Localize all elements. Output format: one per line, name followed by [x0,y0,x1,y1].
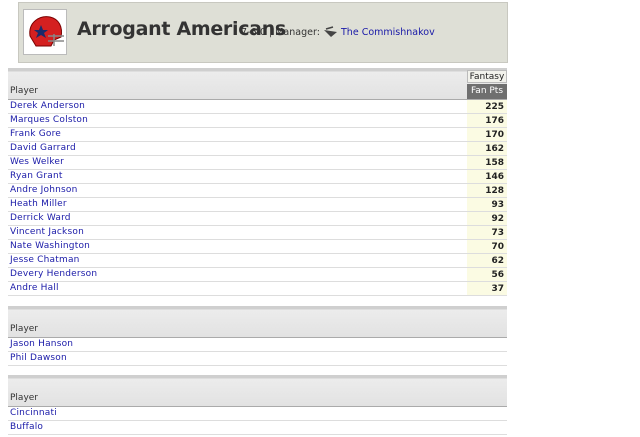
player-row: Heath Miller 93 [8,198,507,212]
player-row: Marques Colston 176 [8,114,507,128]
player-row: Andre Hall 37 [8,282,507,296]
team-record: 7-6-0 | Manager: [241,27,320,38]
manager-link[interactable]: The Commishnakov [341,27,435,38]
fantasy-points: 37 [467,282,507,295]
player-row: David Garrard 162 [8,142,507,156]
player-row: Vincent Jackson 73 [8,226,507,240]
fantasy-points: 56 [467,268,507,281]
player-link[interactable]: Phil Dawson [10,353,67,363]
player-row: Derrick Ward 92 [8,212,507,226]
player-link[interactable]: Andre Hall [10,283,59,293]
fantasy-points: 162 [467,142,507,155]
points-header: Fan Pts [467,84,507,99]
player-link[interactable]: Ryan Grant [10,171,63,181]
player-link[interactable]: David Garrard [10,143,76,153]
player-row: Devery Henderson 56 [8,268,507,282]
group-header: Fantasy [467,70,507,83]
player-row: Ryan Grant 146 [8,170,507,184]
table-header: Player [8,306,507,338]
player-link[interactable]: Buffalo [10,422,44,432]
player-link[interactable]: Marques Colston [10,115,89,125]
player-link[interactable]: Vincent Jackson [10,227,84,237]
player-row: Phil Dawson [8,352,507,366]
player-link[interactable]: Derek Anderson [10,101,86,111]
player-link[interactable]: Jason Hanson [10,339,74,349]
player-row: Andre Johnson 128 [8,184,507,198]
player-link[interactable]: Devery Henderson [10,269,98,279]
fantasy-points: 158 [467,156,507,169]
helmet-icon [29,16,64,47]
player-row: Jesse Chatman 62 [8,254,507,268]
team-header: Arrogant Americans 7-6-0 | Manager: The … [18,2,508,63]
fantasy-points: 62 [467,254,507,267]
table-header: Player Fantasy Fan Pts [8,68,507,100]
player-link[interactable]: Cincinnati [10,408,57,418]
fantasy-points: 146 [467,170,507,183]
player-link[interactable]: Andre Johnson [10,185,78,195]
column-header: Player [10,324,39,334]
player-link[interactable]: Jesse Chatman [10,255,80,265]
column-header: Player [10,393,39,403]
player-link[interactable]: Nate Washington [10,241,91,251]
fantasy-points: 128 [467,184,507,197]
player-link[interactable]: Derrick Ward [10,213,71,223]
column-header: Player [10,86,39,96]
fantasy-points: 92 [467,212,507,225]
table-header: Player [8,375,507,407]
fantasy-points: 93 [467,198,507,211]
fantasy-points: 73 [467,226,507,239]
player-link[interactable]: Frank Gore [10,129,62,139]
fantasy-points: 176 [467,114,507,127]
player-row: Wes Welker 158 [8,156,507,170]
fantasy-points: 70 [467,240,507,253]
player-link[interactable]: Wes Welker [10,157,64,167]
team-logo [23,9,67,55]
player-row: Cincinnati [8,407,507,421]
manager-icon [324,26,337,37]
player-row: Nate Washington 70 [8,240,507,254]
player-row: Jason Hanson [8,338,507,352]
player-row: Frank Gore 170 [8,128,507,142]
fantasy-points: 170 [467,128,507,141]
player-row: Buffalo [8,421,507,435]
player-link[interactable]: Heath Miller [10,199,67,209]
player-row: Derek Anderson 225 [8,100,507,114]
fantasy-points: 225 [467,100,507,113]
team-title: Arrogant Americans [77,18,286,40]
